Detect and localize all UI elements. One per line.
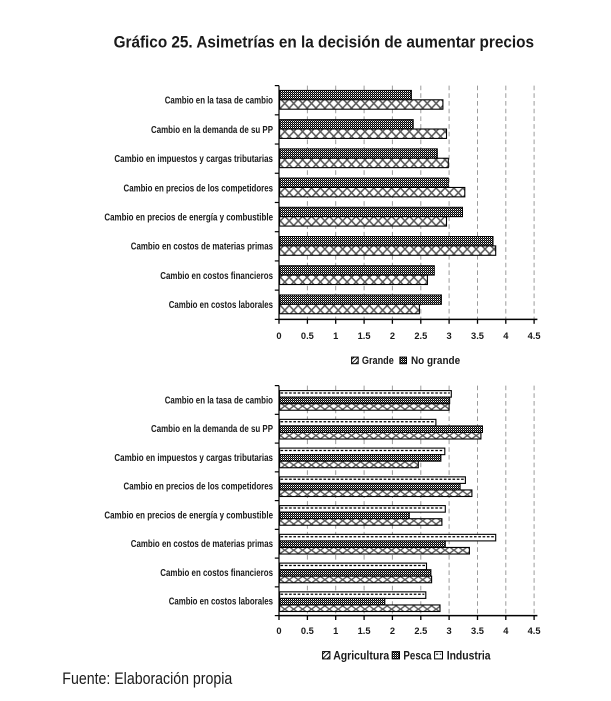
svg-text:No grande: No grande [411,355,460,367]
svg-text:Agricultura: Agricultura [333,650,389,663]
svg-text:Cambio en impuestos y cargas t: Cambio en impuestos y cargas tributarias [114,154,273,165]
svg-text:Industria: Industria [447,650,491,663]
svg-text:Cambio en impuestos y cargas t: Cambio en impuestos y cargas tributarias [114,453,273,464]
svg-text:3.5: 3.5 [471,626,484,636]
svg-text:3.5: 3.5 [471,331,484,341]
svg-text:Cambio en precios de energía y: Cambio en precios de energía y combustib… [104,213,273,224]
svg-text:Cambio en la tasa de cambio: Cambio en la tasa de cambio [165,395,273,406]
svg-text:Cambio en la demanda de su PP: Cambio en la demanda de su PP [151,424,273,435]
svg-text:Cambio en la tasa de cambio: Cambio en la tasa de cambio [165,96,273,107]
svg-text:Cambio en precios de energía y: Cambio en precios de energía y combustib… [104,510,273,521]
svg-text:0: 0 [276,331,281,341]
svg-text:Fuente: Elaboración propia: Fuente: Elaboración propia [62,670,233,688]
svg-text:Cambio en la demanda de su PP: Cambio en la demanda de su PP [151,125,273,136]
svg-text:2.5: 2.5 [414,331,427,341]
svg-text:0: 0 [276,626,281,636]
svg-text:4: 4 [503,626,509,636]
svg-text:Grande: Grande [362,355,394,367]
svg-text:0.5: 0.5 [301,626,314,636]
svg-text:3: 3 [447,626,452,636]
svg-text:3: 3 [447,331,452,341]
svg-text:2: 2 [390,626,395,636]
svg-text:1.5: 1.5 [358,626,371,636]
svg-text:2.5: 2.5 [414,626,427,636]
svg-text:Cambio en costos laborales: Cambio en costos laborales [169,300,274,311]
svg-text:Cambio en precios de los compe: Cambio en precios de los competidores [124,183,274,194]
svg-text:Cambio en costos laborales: Cambio en costos laborales [169,597,274,608]
svg-text:Pesca: Pesca [403,650,432,663]
svg-text:0.5: 0.5 [301,331,314,341]
svg-text:Cambio en costos financieros: Cambio en costos financieros [160,271,273,282]
svg-text:4: 4 [503,331,509,341]
svg-text:Gráfico 25. Asimetrías en la d: Gráfico 25. Asimetrías en la decisión de… [114,34,534,52]
svg-text:1.5: 1.5 [358,331,371,341]
svg-text:Cambio en costos de materias p: Cambio en costos de materias primas [131,539,274,550]
svg-text:Cambio en precios de los compe: Cambio en precios de los competidores [124,482,274,493]
svg-text:Cambio en costos de materias p: Cambio en costos de materias primas [131,242,274,253]
svg-text:1: 1 [333,626,338,636]
svg-text:2: 2 [390,331,395,341]
svg-text:1: 1 [333,331,338,341]
svg-text:Cambio en costos financieros: Cambio en costos financieros [160,568,273,579]
svg-text:4.5: 4.5 [528,331,541,341]
svg-text:4.5: 4.5 [528,626,541,636]
